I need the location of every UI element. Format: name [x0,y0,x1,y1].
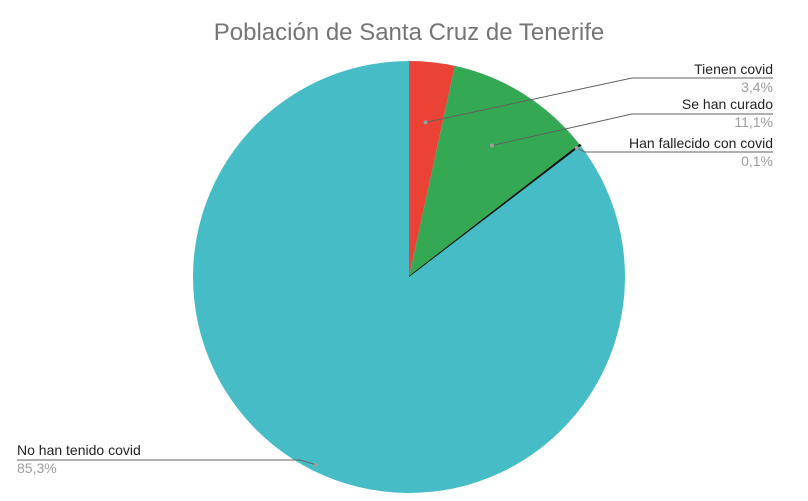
pie-slice [408,143,582,278]
leader-line [425,77,773,123]
slice-labels: Tienen covid 3,4%Se han curado 11,1% Han fa… [17,61,773,476]
slice-value-label: 11,1% [734,114,773,130]
chart-title: Población de Santa Cruz de Tenerife [214,19,604,46]
leader-line [491,113,773,146]
leader-dot [423,120,428,125]
leader-dot [489,143,494,148]
pie-slice [409,65,580,277]
leader-line [17,459,317,466]
slice-leader-lines [17,77,773,467]
slice-label: Tienen covid [694,61,773,77]
leader-dot [314,462,319,467]
pie-slice [409,61,455,277]
pie-slice [193,61,626,494]
leader-line [576,147,773,153]
slice-label: Han fallecido con covid [629,135,773,151]
slice-label: No han tenido covid [17,442,141,458]
slice-value-label: 0,1% [741,153,773,169]
slice-value-label: 3,4% [741,79,773,95]
leader-dot [574,145,579,150]
slice-label: Se han curado [682,96,773,112]
pie-slices [193,61,626,494]
slice-value-label: 85,3% [17,460,57,476]
